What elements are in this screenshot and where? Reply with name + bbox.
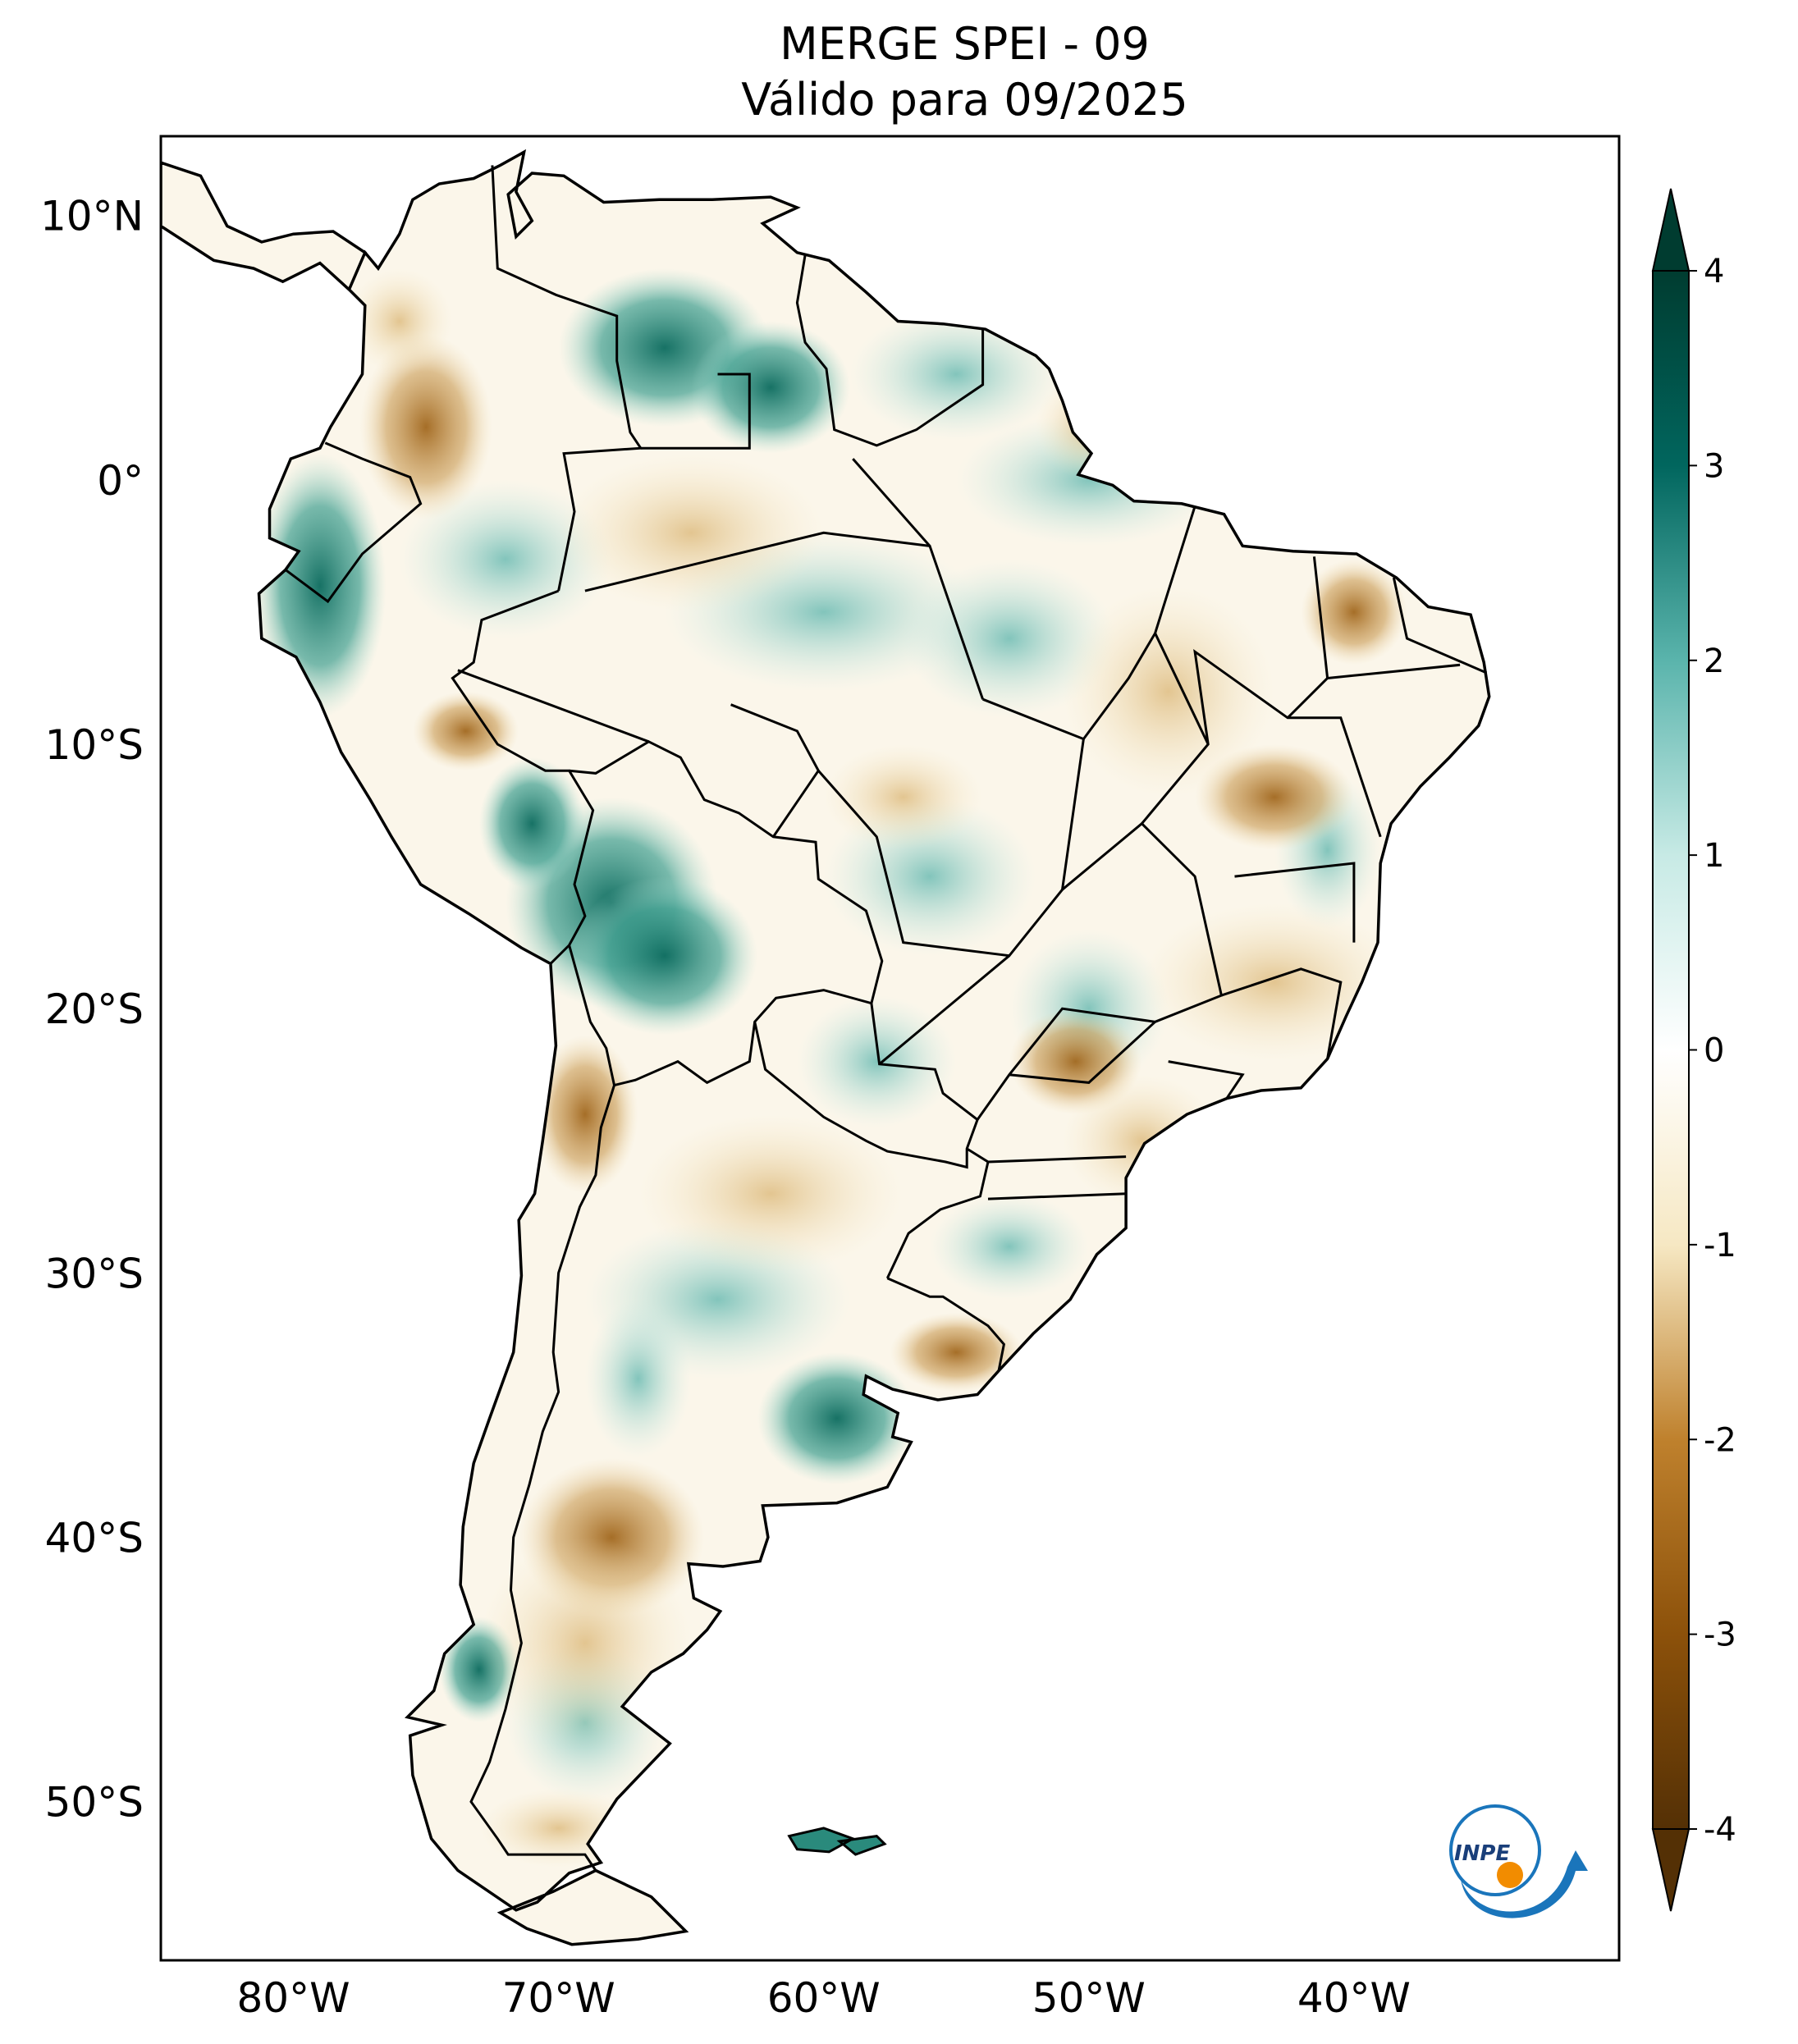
colorbar-tick-label: 0	[1704, 1032, 1724, 1070]
lon-label: 40°W	[1297, 1974, 1411, 2022]
inpe-logo: INPE	[1449, 1804, 1588, 1918]
lon-label: 80°W	[237, 1974, 350, 2022]
continent-coastline	[161, 149, 1491, 1946]
map-title: MERGE SPEI - 09	[780, 18, 1150, 70]
colorbar-tick-label: 4	[1704, 253, 1724, 290]
lat-label: 50°S	[45, 1779, 144, 1827]
logo-text: INPE	[1454, 1841, 1510, 1866]
colorbar-tick-label: -3	[1704, 1616, 1736, 1654]
lat-label: 10°S	[45, 721, 144, 769]
longitude-labels: 80°W 70°W 60°W 50°W 40°W	[237, 1974, 1411, 2022]
lat-label: 10°N	[40, 193, 144, 240]
map-subtitle: Válido para 09/2025	[741, 74, 1188, 126]
lon-label: 50°W	[1032, 1974, 1146, 2022]
colorbar-tick-label: 1	[1704, 837, 1724, 875]
colorbar-tick-label: -4	[1704, 1811, 1736, 1849]
colorbar-extend-min	[1651, 1828, 1690, 1912]
colorbar-extend-max	[1651, 188, 1690, 272]
colorbar: 4 3 2 1 0 -1 -2 -3 -4	[1651, 188, 1736, 1912]
lon-label: 60°W	[767, 1974, 881, 2022]
colorbar-tick-label: -1	[1704, 1227, 1736, 1264]
falkland-islands	[787, 1827, 887, 1856]
lat-label: 30°S	[45, 1250, 144, 1297]
latitude-labels: 10°N 0° 10°S 20°S 30°S 40°S 50°S	[40, 193, 144, 1827]
colorbar-tick-label: 2	[1704, 642, 1724, 680]
colorbar-tick-label: -2	[1704, 1421, 1736, 1459]
lat-label: 20°S	[45, 985, 144, 1033]
lon-label: 70°W	[502, 1974, 615, 2022]
lat-label: 40°S	[45, 1515, 144, 1562]
continent-land	[161, 149, 1491, 1946]
country-state-borders	[285, 165, 1488, 1872]
colorbar-tick-label: 3	[1704, 447, 1724, 485]
map-frame	[159, 135, 1621, 1962]
colorbar-body	[1652, 270, 1690, 1830]
lat-label: 0°	[97, 457, 144, 505]
logo-sun-dot	[1497, 1862, 1523, 1888]
